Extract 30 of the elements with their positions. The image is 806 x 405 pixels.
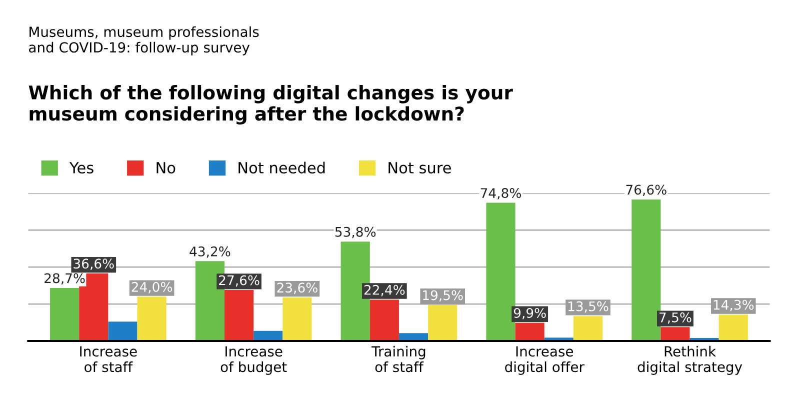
data-label: 43,2% bbox=[190, 246, 230, 258]
legend-label: Yes bbox=[69, 162, 94, 174]
data-label: 7,5% bbox=[660, 312, 692, 324]
data-label: 28,7% bbox=[44, 273, 85, 285]
x-tick-label: Rethink digital strategy bbox=[638, 346, 742, 375]
bar bbox=[108, 322, 138, 342]
x-tick-label: Training of staff bbox=[372, 346, 426, 372]
data-label: 14,3% bbox=[714, 300, 754, 312]
bar bbox=[486, 202, 516, 342]
chart-title: Which of the following digital changes is your museum considering after the lockdown? bbox=[28, 85, 513, 124]
data-label: 13,5% bbox=[568, 301, 608, 313]
data-label: 27,6% bbox=[219, 275, 260, 287]
x-tick-label: Increase digital offer bbox=[505, 346, 584, 375]
legend-label: Not needed bbox=[238, 162, 325, 174]
chart-subtitle: Museums, museum professionals and COVID-19: follow-up survey bbox=[29, 26, 259, 56]
data-label: 22,4% bbox=[364, 284, 405, 296]
legend-label: Not sure bbox=[388, 162, 451, 174]
x-tick-label: Increase of budget bbox=[220, 346, 287, 375]
bar bbox=[50, 288, 80, 342]
data-label: 9,9% bbox=[514, 308, 546, 320]
data-label: 23,6% bbox=[277, 282, 318, 294]
data-label: 74,8% bbox=[480, 188, 521, 200]
data-label: 19,5% bbox=[423, 290, 463, 302]
data-label: 53,8% bbox=[335, 226, 376, 238]
data-label: 24,0% bbox=[132, 282, 172, 294]
data-label: 76,6% bbox=[626, 184, 666, 196]
data-label: 36,6% bbox=[74, 258, 114, 270]
legend-label: No bbox=[156, 162, 176, 174]
x-tick-label: Increase of staff bbox=[80, 346, 137, 372]
bar bbox=[632, 199, 661, 342]
